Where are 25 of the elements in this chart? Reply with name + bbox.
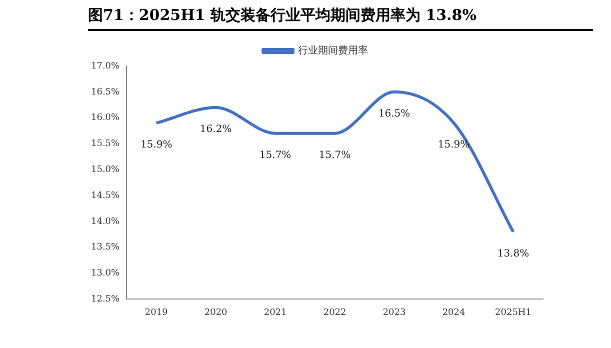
x-tick-label: 2019 [144,308,168,318]
data-label: 13.8% [497,248,530,260]
data-label: 15.7% [318,150,351,161]
x-tick-label: 2022 [323,308,346,318]
data-label: 15.7% [259,150,292,161]
y-tick-label: 12.5% [90,294,120,305]
chart-title: 图71：2025H1 轨交装备行业平均期间费用率为 13.8% [88,6,593,31]
data-label: 16.2% [200,124,232,136]
x-tick-label: 2024 [442,308,466,318]
y-tick-label: 15.5% [90,139,120,150]
y-tick-label: 15.0% [90,164,120,175]
y-tick-label: 16.0% [90,113,120,124]
x-tick-label: 2020 [204,308,228,318]
x-tick-label: 2023 [382,308,406,318]
y-tick-label: 14.0% [90,216,120,227]
y-tick-label: 13.5% [90,242,120,253]
x-tick-label: 2025H1 [495,308,532,318]
x-tick-label: 2021 [264,308,287,318]
legend-label: 行业期间费用率 [298,44,368,57]
y-tick-label: 16.5% [90,87,120,98]
y-tick-label: 17.0% [90,61,120,72]
data-label: 16.5% [378,108,410,120]
y-tick-label: 13.0% [90,268,120,279]
y-tick-label: 14.5% [90,190,120,201]
data-label: 15.9% [140,140,172,151]
